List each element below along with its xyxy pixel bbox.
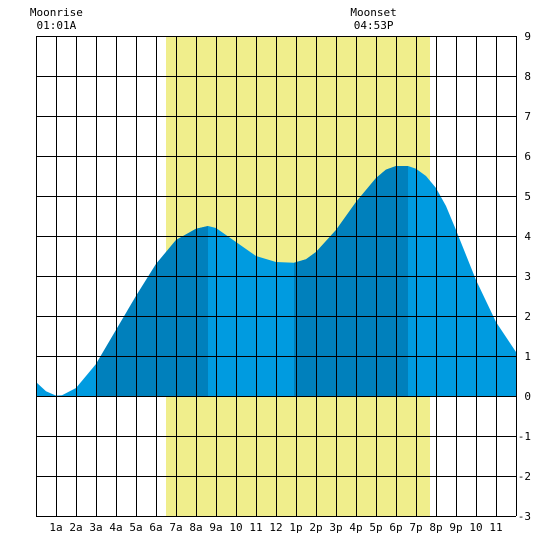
x-tick-label: 4a [109,521,122,534]
y-tick-label: 8 [524,70,531,83]
y-tick-label: 0 [524,390,531,403]
y-tick-label: 4 [524,230,531,243]
x-tick-label: 11 [489,521,502,534]
y-tick-label: -1 [518,430,531,443]
y-tick-label: 5 [524,190,531,203]
x-tick-label: 2p [309,521,322,534]
x-tick-label: 7a [169,521,182,534]
x-tick-label: 1a [49,521,62,534]
x-tick-label: 7p [409,521,422,534]
x-tick-label: 6a [149,521,162,534]
x-tick-label: 5p [369,521,382,534]
x-tick-label: 3p [329,521,342,534]
x-tick-label: 4p [349,521,362,534]
x-tick-label: 9p [449,521,462,534]
moon-event-time: 01:01A [37,19,77,32]
moon-event-label: Moonrise [30,6,83,19]
moon-event-time: 04:53P [354,19,394,32]
x-tick-label: 10 [469,521,482,534]
x-tick-label: 8a [189,521,202,534]
x-tick-label: 3a [89,521,102,534]
x-tick-label: 1p [289,521,302,534]
y-tick-label: 6 [524,150,531,163]
x-tick-label: 8p [429,521,442,534]
y-tick-label: -2 [518,470,531,483]
x-tick-label: 2a [69,521,82,534]
x-tick-label: 11 [249,521,262,534]
y-tick-label: 3 [524,270,531,283]
y-tick-label: 7 [524,110,531,123]
x-tick-label: 9a [209,521,222,534]
y-tick-labels: -3 -2 -1 0 1 2 3 4 5 6 7 8 9 [518,30,532,523]
x-tick-label: 5a [129,521,142,534]
x-tick-labels: 1a 2a 3a 4a 5a 6a 7a 8a 9a 10 11 12 1p 2p 3p 4p 5p 6p 7p 8p… [49,521,502,534]
x-tick-label: 10 [229,521,242,534]
moon-event-label: Moonset [350,6,396,19]
y-tick-label: 2 [524,310,531,323]
x-tick-label: 6p [389,521,402,534]
x-tick-label: 12 [269,521,282,534]
y-tick-label: 9 [524,30,531,43]
grid-layer [36,36,517,517]
y-tick-label: 1 [524,350,531,363]
y-tick-label: -3 [518,510,531,523]
